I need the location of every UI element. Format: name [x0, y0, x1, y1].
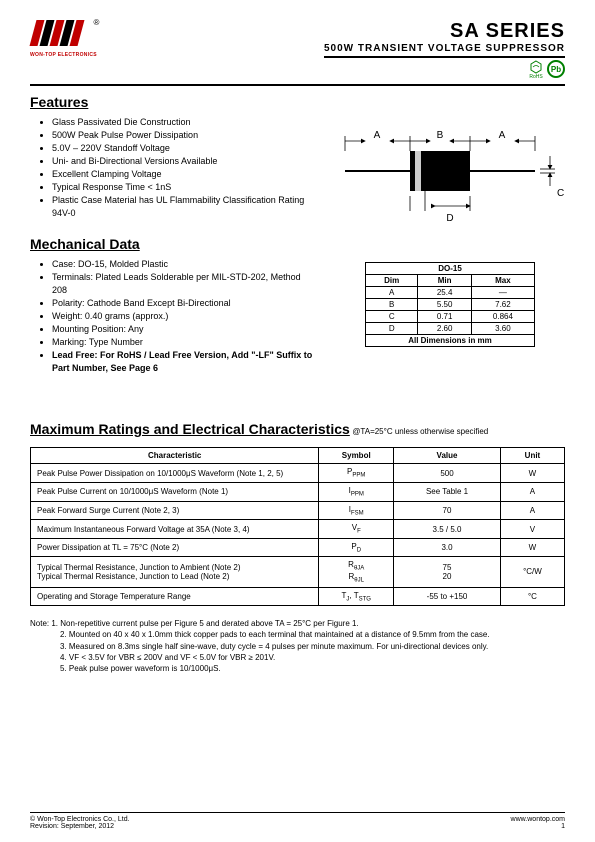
- pb-icon: Pb: [547, 60, 565, 78]
- footer-company: © Won-Top Electronics Co., Ltd.: [30, 816, 130, 823]
- list-item: Case: DO-15, Molded Plastic: [52, 258, 315, 271]
- features-list: Glass Passivated Die Construction 500W P…: [30, 116, 315, 220]
- svg-text:D: D: [446, 213, 453, 224]
- list-item: 500W Peak Pulse Power Dissipation: [52, 129, 315, 142]
- page-header: ® WON-TOP ELECTRONICS SA SERIES 500W TRA…: [30, 20, 565, 80]
- divider: [30, 84, 565, 86]
- list-item: Weight: 0.40 grams (approx.): [52, 310, 315, 323]
- rohs-icon: RoHS: [529, 60, 543, 80]
- svg-text:C: C: [557, 188, 564, 199]
- footer-url: www.wontop.com: [511, 816, 565, 823]
- table-row: Power Dissipation at TL = 75°C (Note 2)P…: [31, 538, 565, 557]
- list-item: Terminals: Plated Leads Solderable per M…: [52, 271, 315, 297]
- list-item: Excellent Clamping Voltage: [52, 168, 315, 181]
- title-block: SA SERIES 500W TRANSIENT VOLTAGE SUPPRES…: [324, 20, 565, 80]
- series-title: SA SERIES: [324, 20, 565, 43]
- table-row: Maximum Instantaneous Forward Voltage at…: [31, 520, 565, 539]
- list-item: Marking: Type Number: [52, 336, 315, 349]
- svg-text:B: B: [437, 130, 444, 141]
- page-footer: © Won-Top Electronics Co., Ltd. Revision…: [30, 812, 565, 830]
- package-diagram: A B A C D: [335, 116, 565, 226]
- list-item: Glass Passivated Die Construction: [52, 116, 315, 129]
- characteristics-table: Characteristic Symbol Value Unit Peak Pu…: [30, 447, 565, 606]
- svg-text:A: A: [499, 130, 506, 141]
- list-item: Lead Free: For RoHS / Lead Free Version,…: [52, 349, 315, 375]
- list-item: Typical Response Time < 1nS: [52, 181, 315, 194]
- list-item: Mounting Position: Any: [52, 323, 315, 336]
- char-conditions: @TA=25°C unless otherwise specified: [352, 427, 488, 436]
- list-item: Polarity: Cathode Band Except Bi-Directi…: [52, 297, 315, 310]
- logo: ® WON-TOP ELECTRONICS: [30, 20, 97, 58]
- table-row: Peak Forward Surge Current (Note 2, 3)IF…: [31, 501, 565, 520]
- logo-text: WON-TOP ELECTRONICS: [30, 52, 97, 58]
- features-heading: Features: [30, 94, 565, 110]
- table-row: Typical Thermal Resistance, Junction to …: [31, 557, 565, 587]
- table-row: Peak Pulse Power Dissipation on 10/1000μ…: [31, 464, 565, 483]
- table-row: Operating and Storage Temperature RangeT…: [31, 587, 565, 606]
- notes: Note: 1. Non-repetitive current pulse pe…: [30, 618, 565, 674]
- list-item: Plastic Case Material has UL Flammabilit…: [52, 194, 315, 220]
- footer-page: 1: [511, 823, 565, 830]
- list-item: 5.0V – 220V Standoff Voltage: [52, 142, 315, 155]
- list-item: Uni- and Bi-Directional Versions Availab…: [52, 155, 315, 168]
- footer-revision: Revision: September, 2012: [30, 823, 130, 830]
- table-row: Peak Pulse Current on 10/1000μS Waveform…: [31, 483, 565, 502]
- svg-text:A: A: [374, 130, 381, 141]
- mechanical-heading: Mechanical Data: [30, 236, 565, 252]
- char-heading: Maximum Ratings and Electrical Character…: [30, 421, 350, 437]
- mechanical-list: Case: DO-15, Molded Plastic Terminals: P…: [30, 258, 315, 375]
- dimension-table: DO-15 Dim Min Max A25.4— B5.507.62 C0.71…: [365, 262, 535, 347]
- series-subtitle: 500W TRANSIENT VOLTAGE SUPPRESSOR: [324, 43, 565, 58]
